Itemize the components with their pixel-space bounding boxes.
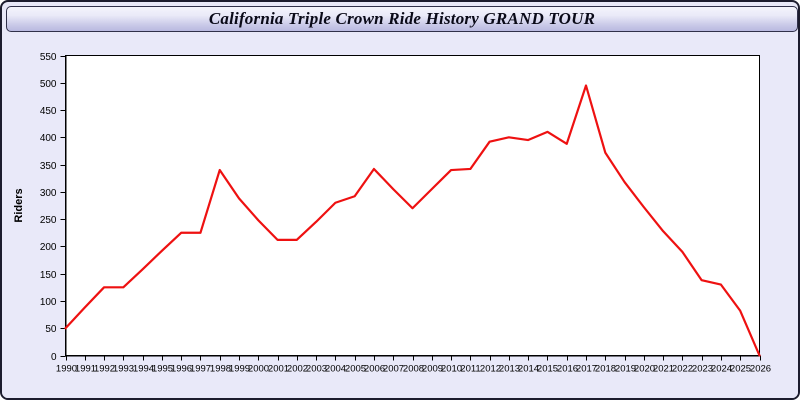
x-tick-label: 1995 — [152, 364, 173, 375]
x-tick-label: 2002 — [287, 364, 308, 375]
y-tick-label: 100 — [40, 297, 57, 308]
x-tick-label: 2021 — [653, 364, 674, 375]
y-tick-label: 300 — [40, 188, 57, 199]
x-tick-label: 2007 — [383, 364, 404, 375]
x-tick-label: 1992 — [94, 364, 115, 375]
x-axis-ticks: 1990199119921993199419951996199719981999… — [56, 355, 771, 375]
x-tick-label: 2003 — [306, 364, 327, 375]
x-tick-label: 2018 — [595, 364, 616, 375]
x-tick-label: 2011 — [460, 364, 480, 375]
y-tick-label: 450 — [40, 106, 57, 117]
x-tick-label: 2012 — [480, 364, 501, 375]
x-tick-label: 2020 — [634, 364, 655, 375]
y-axis-title: Riders — [13, 188, 25, 222]
x-tick-label: 2010 — [441, 364, 462, 375]
x-tick-label: 2006 — [364, 364, 385, 375]
y-tick-label: 200 — [40, 242, 57, 253]
window-title-bar: California Triple Crown Ride History GRA… — [6, 6, 798, 32]
series-layer — [64, 84, 761, 357]
x-tick-label: 2015 — [537, 364, 558, 375]
x-tick-label: 2023 — [692, 364, 713, 375]
x-tick-label: 1999 — [229, 364, 250, 375]
y-tick-label: 50 — [45, 324, 57, 335]
x-tick-label: 2016 — [557, 364, 578, 375]
x-tick-label: 2024 — [711, 364, 732, 375]
x-tick-label: 2013 — [499, 364, 520, 375]
x-tick-label: 2025 — [730, 364, 751, 375]
x-tick-label: 2000 — [248, 364, 269, 375]
x-tick-label: 2005 — [345, 364, 366, 375]
x-tick-label: 2004 — [325, 364, 346, 375]
x-tick-label: 1991 — [75, 364, 96, 375]
y-tick-label: 500 — [40, 79, 57, 90]
x-tick-label: 1990 — [56, 364, 77, 375]
x-tick-label: 2001 — [268, 364, 289, 375]
y-tick-label: 550 — [40, 52, 57, 63]
x-tick-label: 2026 — [750, 364, 771, 375]
x-tick-label: 1998 — [210, 364, 231, 375]
x-tick-label: 2009 — [422, 364, 443, 375]
y-tick-label: 150 — [40, 270, 57, 281]
x-tick-label: 1996 — [171, 364, 192, 375]
y-tick-label: 350 — [40, 161, 57, 172]
x-tick-label: 1997 — [190, 364, 211, 375]
page-title: California Triple Crown Ride History GRA… — [208, 9, 596, 28]
x-tick-label: 2014 — [518, 364, 539, 375]
chart-panel: 0 50 100 150 200 250 300 350 400 450 500 550 1990 19… — [2, 34, 798, 398]
y-axis-ticks: 0 50 100 150 200 250 300 350 400 450 500 550 — [40, 52, 67, 363]
x-tick-label: 1994 — [133, 364, 154, 375]
series-line-1 — [64, 84, 761, 357]
y-tick-label: 250 — [40, 215, 57, 226]
x-tick-label: 2022 — [672, 364, 693, 375]
y-tick-label: 0 — [51, 352, 57, 363]
x-tick-label: 2008 — [403, 364, 424, 375]
plot-area-border — [64, 54, 761, 357]
x-tick-label: 2019 — [615, 364, 636, 375]
y-tick-label: 400 — [40, 133, 57, 144]
x-tick-label: 1993 — [113, 364, 134, 375]
x-tick-label: 2017 — [576, 364, 597, 375]
